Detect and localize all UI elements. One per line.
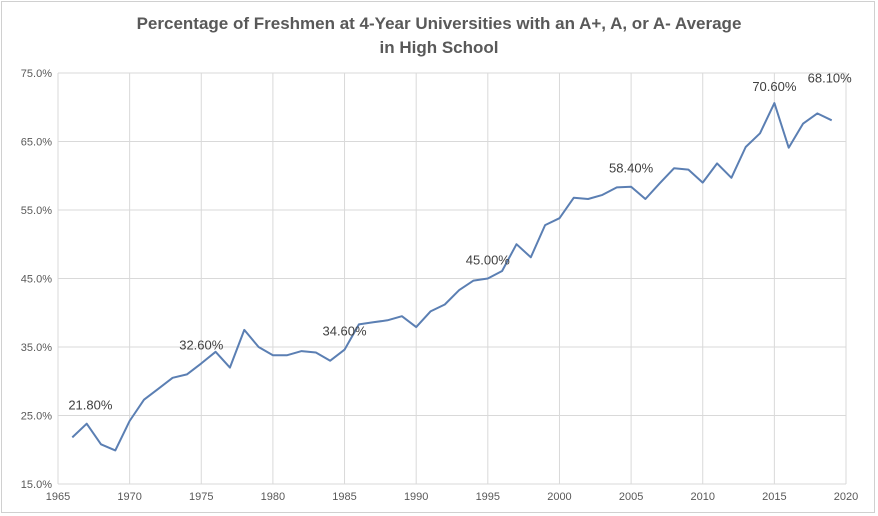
data-label: 21.80% (68, 397, 113, 412)
y-tick-label: 55.0% (21, 205, 52, 217)
x-tick-label: 1985 (332, 491, 356, 503)
x-tick-label: 1975 (189, 491, 213, 503)
x-tick-label: 2020 (834, 491, 858, 503)
y-tick-label: 45.0% (21, 274, 52, 286)
y-axis-ticks: 15.0% 25.0% 35.0% 45.0% 55.0% 65.0% 75.0% (21, 68, 52, 491)
x-tick-label: 1980 (261, 491, 285, 503)
x-tick-label: 2000 (547, 491, 571, 503)
data-label: 45.00% (466, 253, 511, 268)
y-tick-label: 65.0% (21, 137, 52, 149)
data-label: 32.60% (179, 337, 224, 352)
y-tick-label: 75.0% (21, 68, 52, 80)
chart-title-line-2: in High School (379, 38, 499, 57)
x-tick-label: 2015 (762, 491, 786, 503)
y-tick-label: 35.0% (21, 342, 52, 354)
series-group (71, 102, 833, 452)
x-tick-label: 1965 (46, 491, 70, 503)
data-label: 58.40% (609, 161, 654, 176)
y-tick-label: 15.0% (21, 479, 52, 491)
x-axis-ticks: 1965 1970 1975 1980 1985 1990 1995 2000 2005 2010… (46, 491, 858, 503)
data-label: 34.60% (322, 324, 367, 339)
x-tick-label: 1995 (476, 491, 500, 503)
data-labels: 21.80% 32.60% 34.60% 45.00% 58.40% 70.60% 68.1… (68, 70, 852, 412)
x-tick-label: 2010 (690, 491, 714, 503)
chart-title-line-1: Percentage of Freshmen at 4-Year Univers… (136, 14, 742, 33)
data-label: 70.60% (752, 79, 797, 94)
data-label: 68.10% (808, 70, 853, 85)
x-tick-label: 1970 (117, 491, 141, 503)
gridlines (57, 72, 847, 485)
series-line (71, 102, 833, 452)
x-tick-label: 2005 (619, 491, 643, 503)
x-tick-label: 1990 (404, 491, 428, 503)
y-tick-label: 25.0% (21, 411, 52, 423)
